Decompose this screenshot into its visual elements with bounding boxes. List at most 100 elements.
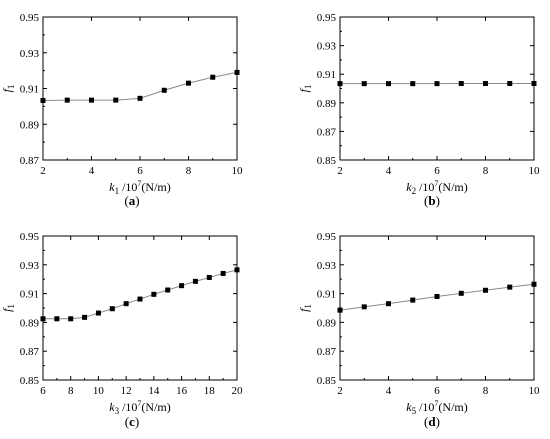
panel-c: 0.85 0.87 0.89 0.91 0.93 0.95 6 8 10 12 14 16 18 20 k3…	[0, 231, 243, 429]
y-axis-label: f1	[0, 304, 16, 312]
plot-frame	[42, 235, 238, 381]
data-point	[483, 287, 488, 293]
data-point	[531, 281, 537, 287]
x-label-symbol: k	[109, 180, 115, 194]
x-label-symbol: k	[406, 180, 412, 194]
panel-label-open: (	[125, 414, 129, 429]
data-point	[137, 95, 143, 101]
x-tick-label: 6	[434, 165, 440, 177]
y-tick-label: 0.87	[317, 126, 337, 138]
panel-label-open: (	[424, 193, 428, 208]
data-point	[165, 287, 171, 293]
panel-label-close: )	[135, 193, 139, 208]
data-point	[137, 296, 143, 302]
x-tick-label: 10	[529, 385, 541, 397]
data-point	[89, 97, 94, 103]
y-tick-label: 0.93	[20, 48, 40, 60]
y-tick-label: 0.89	[317, 317, 337, 329]
panel-label-letter: a	[129, 193, 136, 208]
panel-label-open: (	[424, 414, 428, 429]
x-label-scale: /10	[416, 180, 434, 194]
y-tick-label: 0.93	[317, 260, 337, 272]
x-tick-label: 10	[232, 165, 244, 177]
x-label-scale: /10	[119, 180, 137, 194]
y-tick-label: 0.95	[317, 12, 337, 24]
data-point	[361, 81, 367, 87]
x-tick-label: 6	[434, 385, 440, 397]
x-tick-label: 6	[137, 165, 143, 177]
x-tick-label: 4	[89, 165, 95, 177]
y-tick-label: 0.91	[317, 289, 336, 301]
x-label-subscript: 5	[412, 406, 417, 416]
x-axis-label: k2 /107(N/m)	[406, 179, 468, 196]
x-label-scale: /10	[119, 400, 137, 414]
x-tick-label: 12	[121, 385, 132, 397]
x-label-exponent: 7	[434, 179, 438, 188]
y-tick-label: 0.85	[20, 375, 40, 387]
x-label-exponent: 7	[137, 399, 141, 408]
x-label-scale: /10	[416, 400, 434, 414]
x-tick-label: 8	[68, 385, 74, 397]
data-point	[186, 80, 191, 86]
data-point	[210, 74, 216, 80]
y-tick-label: 0.87	[317, 346, 337, 358]
x-tick-label: 10	[93, 385, 105, 397]
y-tick-label: 0.89	[20, 119, 40, 131]
data-point	[434, 293, 440, 299]
x-tick-label: 2	[337, 385, 343, 397]
data-point	[109, 306, 115, 312]
x-tick-label: 2	[337, 165, 343, 177]
plot-frame	[339, 235, 535, 381]
data-point	[410, 81, 416, 87]
data-point	[179, 283, 185, 289]
data-point	[507, 284, 513, 290]
y-tick-label: 0.89	[20, 317, 40, 329]
x-axis-label: k3 /107(N/m)	[109, 399, 171, 416]
y-tick-label: 0.91	[317, 69, 336, 81]
y-label-symbol: f	[0, 87, 14, 92]
data-point	[337, 81, 343, 87]
y-tick-label: 0.91	[20, 84, 39, 96]
x-tick-label: 4	[386, 385, 392, 397]
x-label-exponent: 7	[434, 399, 438, 408]
x-axis-label: k1 /107(N/m)	[109, 179, 171, 196]
x-tick-label: 8	[483, 165, 489, 177]
data-point	[113, 97, 119, 103]
y-tick-label: 0.87	[20, 155, 40, 167]
y-label-subscript: 1	[303, 85, 313, 90]
panel-label: (d)	[424, 414, 440, 429]
y-tick-label: 0.95	[20, 12, 40, 24]
data-point	[95, 310, 101, 316]
y-tick-label: 0.85	[317, 375, 337, 387]
panel-label-letter: c	[129, 414, 135, 429]
data-point	[220, 270, 226, 276]
x-tick-label: 6	[40, 385, 46, 397]
data-point	[68, 316, 74, 322]
y-axis-label: f1	[297, 304, 313, 312]
y-tick-label: 0.93	[20, 260, 40, 272]
data-point	[361, 304, 367, 310]
x-tick-label: 10	[529, 165, 541, 177]
y-label-symbol: f	[297, 307, 311, 312]
panel-label-open: (	[124, 193, 128, 208]
y-tick-label: 0.93	[317, 41, 337, 53]
y-tick-label: 0.91	[20, 289, 39, 301]
x-label-subscript: 2	[412, 186, 417, 196]
y-tick-label: 0.85	[317, 155, 337, 167]
x-label-symbol: k	[109, 400, 115, 414]
data-point	[54, 316, 60, 322]
data-point	[434, 81, 440, 87]
data-point	[151, 291, 157, 297]
data-point	[234, 69, 240, 75]
y-axis-label: f1	[0, 85, 16, 93]
data-point	[507, 80, 513, 86]
panel-label: (a)	[124, 193, 139, 208]
data-point	[458, 80, 464, 86]
data-point	[192, 278, 198, 284]
y-tick-label: 0.95	[317, 231, 337, 243]
plot-frame	[42, 16, 238, 161]
y-label-symbol: f	[0, 307, 14, 312]
panel-label-close: )	[135, 414, 139, 429]
data-point	[531, 80, 537, 86]
